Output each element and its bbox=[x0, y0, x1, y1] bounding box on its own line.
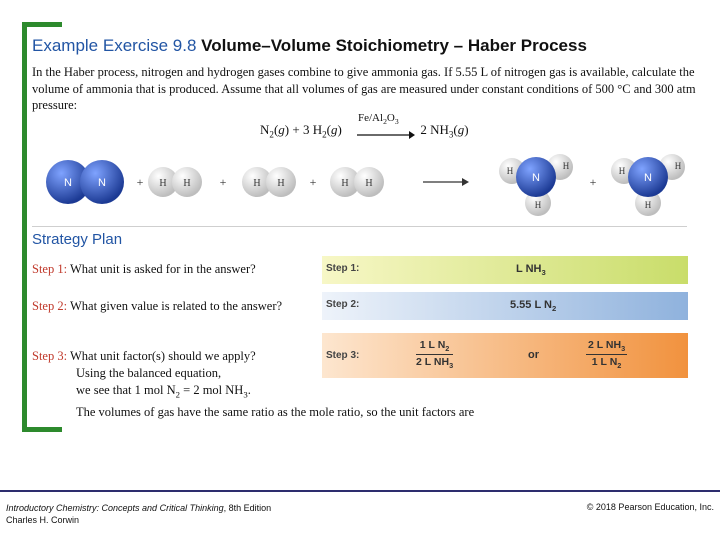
reaction-arrow-icon bbox=[357, 131, 415, 139]
problem-text: In the Haber process, nitrogen and hydro… bbox=[32, 65, 696, 112]
step-1-value: L NH3 bbox=[516, 263, 546, 278]
svg-text:H: H bbox=[277, 178, 284, 189]
step-3-line-1: Using the balanced equation, bbox=[76, 366, 222, 380]
unit-factor-1-denominator: 2 L NH3 bbox=[416, 356, 454, 371]
unit-factor-2-denominator: 1 L N2 bbox=[591, 356, 622, 371]
step-1-bar: Step 1: L NH3 bbox=[322, 256, 688, 284]
svg-text:H: H bbox=[507, 166, 514, 176]
molecule-arrow-icon bbox=[423, 178, 469, 186]
svg-text:N: N bbox=[532, 172, 540, 184]
svg-text:+: + bbox=[137, 175, 144, 189]
svg-text:+: + bbox=[590, 175, 597, 189]
h2-molecule-3: H H bbox=[330, 167, 384, 197]
or-label: or bbox=[528, 349, 539, 361]
catalyst-label: Fe/Al2O3 bbox=[358, 112, 399, 127]
nh3-molecule-2: N H H H bbox=[611, 154, 685, 216]
section-divider bbox=[32, 226, 687, 227]
svg-text:+: + bbox=[310, 175, 317, 189]
slide-title: Example Exercise 9.8 Volume–Volume Stoic… bbox=[32, 36, 587, 56]
step-3-bar: Step 3: 1 L N2 2 L NH3 or 2 L NH3 1 L N2 bbox=[322, 333, 688, 378]
svg-text:+: + bbox=[220, 175, 227, 189]
h2-molecule-2: H H bbox=[242, 167, 296, 197]
step-2-question: Step 2: What given value is related to t… bbox=[32, 298, 282, 314]
svg-text:N: N bbox=[98, 177, 106, 189]
step-1-question: Step 1: What unit is asked for in the an… bbox=[32, 261, 256, 277]
svg-text:H: H bbox=[535, 200, 542, 210]
title-main: Volume–Volume Stoichiometry – Haber Proc… bbox=[201, 36, 587, 55]
strategy-plan-heading: Strategy Plan bbox=[32, 231, 123, 248]
svg-text:H: H bbox=[341, 178, 348, 189]
chemical-equation: N2(g) + 3 H2(g) 2 NH3(g) bbox=[260, 122, 469, 140]
svg-text:H: H bbox=[645, 200, 652, 210]
green-bracket-top bbox=[22, 22, 62, 27]
molecule-models: N N + H H + H H + H H N H H H + bbox=[46, 154, 685, 216]
footer-author: Charles H. Corwin bbox=[6, 515, 80, 525]
unit-factor-2: 2 L NH3 1 L N2 bbox=[586, 339, 628, 371]
step-2-label: Step 2: bbox=[32, 299, 68, 313]
svg-text:H: H bbox=[183, 178, 190, 189]
h2-molecule-1: H H bbox=[148, 167, 202, 197]
step-1-tag: Step 1: bbox=[326, 263, 360, 274]
title-prefix: Example Exercise 9.8 bbox=[32, 36, 197, 55]
unit-factor-1-numerator: 1 L N2 bbox=[416, 339, 454, 356]
svg-text:H: H bbox=[619, 166, 626, 176]
green-bracket-bottom bbox=[22, 427, 62, 432]
svg-text:N: N bbox=[64, 177, 72, 189]
equation-right: 2 NH3(g) bbox=[420, 122, 469, 140]
step-2-tag: Step 2: bbox=[326, 299, 360, 310]
svg-text:H: H bbox=[159, 178, 166, 189]
step-3-tag: Step 3: bbox=[326, 350, 360, 361]
step-3-question: Step 3: What unit factor(s) should we ap… bbox=[32, 348, 256, 364]
step-3-label: Step 3: bbox=[32, 349, 68, 363]
step-3-line-2: we see that 1 mol N2 = 2 mol NH3. bbox=[76, 383, 251, 400]
footer-citation: Introductory Chemistry: Concepts and Cri… bbox=[6, 502, 271, 526]
svg-text:H: H bbox=[563, 161, 570, 171]
step-1-text: What unit is asked for in the answer? bbox=[69, 262, 256, 276]
step-3-text: What unit factor(s) should we apply? bbox=[69, 349, 256, 363]
footer-rule bbox=[0, 490, 720, 492]
step-3-explanation: Using the balanced equation, we see that… bbox=[76, 365, 474, 421]
step-2-text: What given value is related to the answe… bbox=[69, 299, 283, 313]
unit-factor-1: 1 L N2 2 L NH3 bbox=[416, 339, 454, 371]
n2-molecule: N N bbox=[46, 160, 124, 204]
svg-text:N: N bbox=[644, 172, 652, 184]
footer-book-title: Introductory Chemistry: Concepts and Cri… bbox=[6, 503, 224, 513]
footer-copyright: © 2018 Pearson Education, Inc. bbox=[586, 502, 714, 512]
equation-left: N2(g) + 3 H2(g) bbox=[260, 122, 342, 140]
unit-factor-2-numerator: 2 L NH3 bbox=[586, 339, 628, 356]
step-3-line-3: The volumes of gas have the same ratio a… bbox=[76, 404, 475, 419]
svg-text:H: H bbox=[365, 178, 372, 189]
step-1-label: Step 1: bbox=[32, 262, 68, 276]
svg-text:H: H bbox=[253, 178, 260, 189]
green-bracket bbox=[22, 22, 27, 432]
step-2-bar: Step 2: 5.55 L N2 bbox=[322, 292, 688, 320]
nh3-molecule-1: N H H H bbox=[499, 154, 573, 216]
step-2-value: 5.55 L N2 bbox=[510, 299, 557, 314]
svg-text:H: H bbox=[675, 161, 682, 171]
footer-edition: , 8th Edition bbox=[223, 503, 272, 513]
